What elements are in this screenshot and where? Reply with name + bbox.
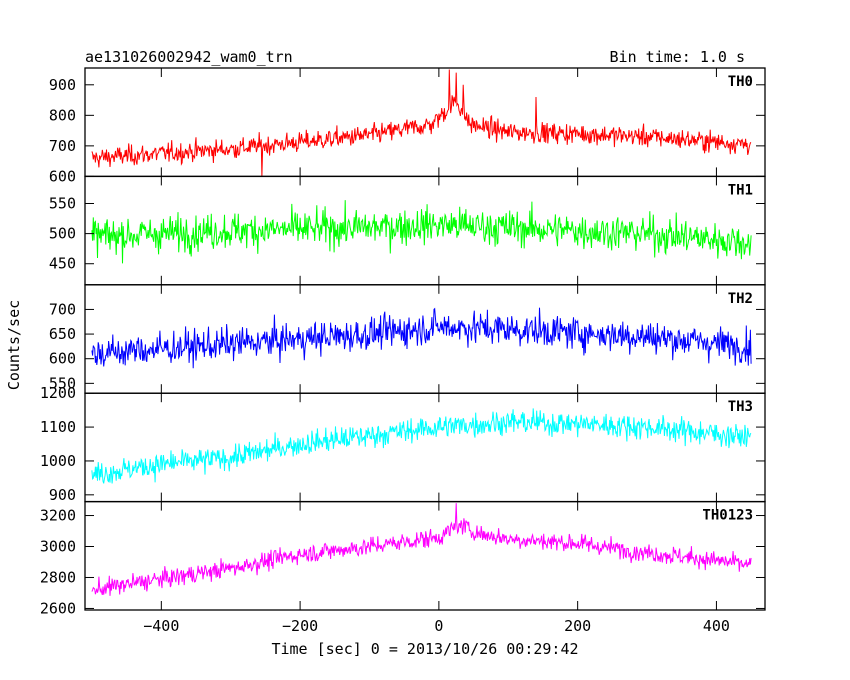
x-tick-label: 200 xyxy=(564,617,591,635)
y-tick-label: 550 xyxy=(49,195,76,213)
x-tick-label: −400 xyxy=(143,617,179,635)
y-tick-label: 2600 xyxy=(40,599,76,617)
y-tick-label: 600 xyxy=(49,350,76,368)
y-tick-label: 650 xyxy=(49,325,76,343)
panel-label-th1: TH1 xyxy=(728,182,753,198)
y-tick-label: 550 xyxy=(49,374,76,392)
panel-group: 600 700 800 900 TH0 450 500 550 TH1 550 600 650 700 T… xyxy=(40,67,766,635)
y-tick-label: 700 xyxy=(49,137,76,155)
x-axis-label: Time [sec] 0 = 2013/10/26 00:29:42 xyxy=(271,640,578,658)
x-tick-label: 0 xyxy=(434,617,443,635)
y-tick-label: 1000 xyxy=(40,452,76,470)
y-tick-label: 1200 xyxy=(40,384,76,402)
y-axis-label: Counts/sec xyxy=(5,300,23,390)
panel-label-th0123: TH0123 xyxy=(702,508,753,524)
y-tick-label: 800 xyxy=(49,106,76,124)
series-th0123-line xyxy=(91,503,752,596)
chart-title: ae131026002942_wam0_trn xyxy=(85,48,293,66)
series-th3-line xyxy=(91,408,752,484)
y-tick-label: 1100 xyxy=(40,418,76,436)
panel-frame-th3 xyxy=(84,392,766,503)
y-tick-label: 900 xyxy=(49,76,76,94)
series-th1-line xyxy=(91,200,752,264)
series-th0-line xyxy=(91,69,752,177)
y-tick-label: 600 xyxy=(49,167,76,185)
y-tick-label: 700 xyxy=(49,300,76,318)
panel-label-th3: TH3 xyxy=(728,399,753,415)
y-tick-label: 900 xyxy=(49,486,76,504)
panel-label-th2: TH2 xyxy=(728,291,753,307)
series-th2-line xyxy=(91,307,752,369)
panel-frame-th0 xyxy=(84,67,766,178)
panel-frame-th0123 xyxy=(84,500,766,611)
y-tick-label: 3200 xyxy=(40,507,76,525)
x-tick-label: −200 xyxy=(282,617,318,635)
y-tick-label: 450 xyxy=(49,255,76,273)
x-tick-label: 400 xyxy=(703,617,730,635)
y-tick-label: 2800 xyxy=(40,568,76,586)
y-tick-label: 500 xyxy=(49,225,76,243)
bin-time-label: Bin time: 1.0 s xyxy=(610,48,745,66)
y-tick-label: 3000 xyxy=(40,538,76,556)
panel-label-th0: TH0 xyxy=(728,74,753,90)
